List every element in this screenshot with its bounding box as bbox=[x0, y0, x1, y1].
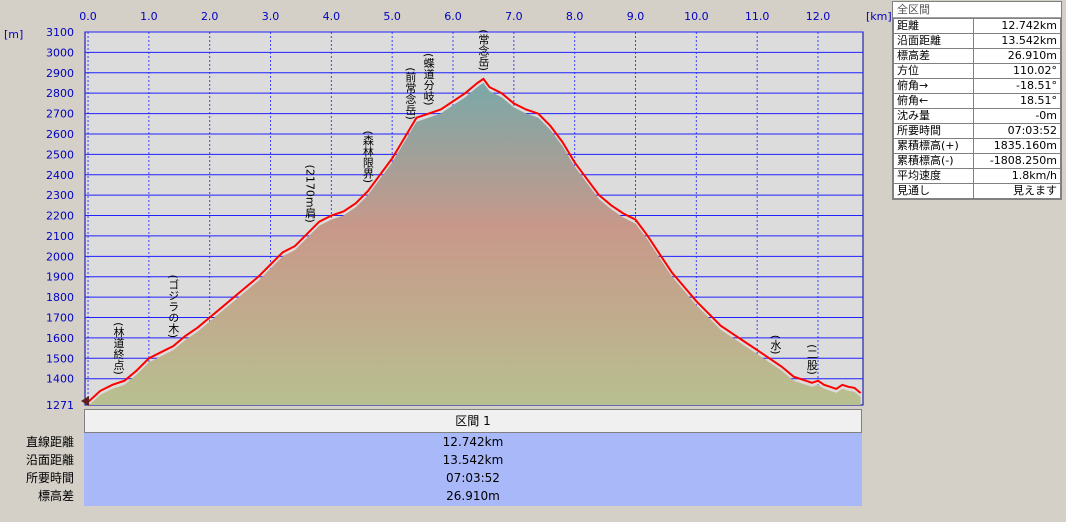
x-tick-label: 11.0 bbox=[745, 10, 770, 23]
y-tick-label: 3100 bbox=[46, 26, 74, 39]
y-tick-label: 1271 bbox=[46, 399, 74, 412]
section-row-label: 直線距離 bbox=[25, 435, 74, 449]
section-row-label: 沿面距離 bbox=[25, 453, 74, 467]
annotation-label: (前常念岳) bbox=[404, 67, 417, 120]
y-tick-label: 1600 bbox=[46, 332, 74, 345]
y-tick-label: 2300 bbox=[46, 189, 74, 202]
x-tick-label: 8.0 bbox=[566, 10, 584, 23]
annotation-label: (水) bbox=[769, 335, 782, 355]
x-tick-label: 0.0 bbox=[79, 10, 97, 23]
start-marker-icon[interactable] bbox=[81, 396, 89, 406]
summary-row-label: 俯角→ bbox=[892, 78, 975, 94]
section-row-label: 所要時間 bbox=[25, 471, 74, 485]
y-tick-label: 2400 bbox=[46, 169, 74, 182]
annotation-label: (常念岳) bbox=[477, 29, 490, 71]
summary-row-label: 所要時間 bbox=[892, 123, 975, 139]
y-tick-label: 2600 bbox=[46, 128, 74, 141]
summary-row-value: -1808.250m bbox=[973, 153, 1061, 169]
x-unit-label: [km] bbox=[866, 10, 892, 23]
section-row-value: 26.910m bbox=[446, 489, 500, 503]
summary-row: 沈み量 -0m bbox=[892, 108, 1061, 124]
summary-row-label: 俯角← bbox=[892, 93, 975, 109]
y-tick-label: 2100 bbox=[46, 230, 74, 243]
elevation-profile-line bbox=[87, 77, 862, 403]
summary-row-label: 標高差 bbox=[892, 48, 975, 64]
summary-row: 距離 12.742km bbox=[892, 18, 1061, 34]
section-row-value: 12.742km bbox=[442, 435, 504, 449]
y-tick-label: 1800 bbox=[46, 291, 74, 304]
summary-row-label: 見通し bbox=[892, 183, 975, 199]
summary-row-value: 26.910m bbox=[973, 48, 1061, 64]
y-tick-label: 3000 bbox=[46, 46, 74, 59]
summary-row: 累積標高(-) -1808.250m bbox=[892, 153, 1061, 169]
x-tick-label: 4.0 bbox=[323, 10, 341, 23]
x-tick-label: 3.0 bbox=[262, 10, 280, 23]
y-tick-label: 1900 bbox=[46, 271, 74, 284]
summary-row-label: 方位 bbox=[892, 63, 975, 79]
section-header[interactable]: 区間 1 bbox=[84, 409, 862, 433]
annotation-label: (二股) bbox=[805, 344, 818, 375]
summary-row-value: 見えます bbox=[973, 183, 1061, 199]
x-tick-label: 7.0 bbox=[505, 10, 523, 23]
annotation-label: (林道終点) bbox=[112, 322, 125, 375]
summary-row: 見通し 見えます bbox=[892, 183, 1061, 199]
y-tick-label: 2500 bbox=[46, 148, 74, 161]
summary-row: 標高差 26.910m bbox=[892, 48, 1061, 64]
y-tick-label: 1400 bbox=[46, 373, 74, 386]
summary-row-value: 13.542km bbox=[973, 33, 1061, 49]
y-tick-label: 1700 bbox=[46, 312, 74, 325]
section-body bbox=[84, 433, 862, 506]
summary-row: 累積標高(+) 1835.160m bbox=[892, 138, 1061, 154]
y-tick-label: 1500 bbox=[46, 352, 74, 365]
annotation-label: (蝶道分岐) bbox=[422, 53, 435, 106]
summary-row: 俯角→ -18.51° bbox=[892, 78, 1061, 94]
summary-row-value: 18.51° bbox=[973, 93, 1061, 109]
annotation-label: (ゴジラの木) bbox=[167, 274, 180, 338]
summary-row: 方位 110.02° bbox=[892, 63, 1061, 79]
elevation-area bbox=[88, 82, 861, 407]
x-tick-label: 1.0 bbox=[140, 10, 158, 23]
section-row-label: 標高差 bbox=[37, 489, 74, 503]
summary-row-value: 1.8km/h bbox=[973, 168, 1061, 184]
summary-row-label: 沈み量 bbox=[892, 108, 975, 124]
section-row-value: 07:03:52 bbox=[446, 471, 500, 485]
summary-row: 沿面距離 13.542km bbox=[892, 33, 1061, 49]
summary-row: 俯角← 18.51° bbox=[892, 93, 1061, 109]
y-tick-label: 2800 bbox=[46, 87, 74, 100]
summary-row-value: -0m bbox=[973, 108, 1061, 124]
annotation-label: (2170m肩) bbox=[304, 165, 317, 223]
summary-row-value: 1835.160m bbox=[973, 138, 1061, 154]
summary-row-label: 距離 bbox=[892, 18, 975, 34]
x-tick-label: 6.0 bbox=[444, 10, 462, 23]
summary-header: 全区間 bbox=[893, 2, 1061, 18]
x-tick-label: 2.0 bbox=[201, 10, 219, 23]
x-tick-label: 10.0 bbox=[684, 10, 709, 23]
summary-row: 平均速度 1.8km/h bbox=[892, 168, 1061, 184]
y-unit-label: [m] bbox=[4, 28, 23, 41]
x-tick-label: 9.0 bbox=[627, 10, 645, 23]
summary-table: 距離 12.742km 沿面距離 13.542km 標高差 26.910m 方位 110.02… bbox=[892, 18, 1061, 199]
summary-row-label: 累積標高(+) bbox=[892, 138, 975, 154]
y-tick-label: 2000 bbox=[46, 250, 74, 263]
y-tick-label: 2900 bbox=[46, 67, 74, 80]
x-tick-label: 5.0 bbox=[383, 10, 401, 23]
summary-row-value: 12.742km bbox=[973, 18, 1061, 34]
y-tick-label: 2200 bbox=[46, 210, 74, 223]
summary-row-label: 累積標高(-) bbox=[892, 153, 975, 169]
summary-row-label: 沿面距離 bbox=[892, 33, 975, 49]
summary-row-value: -18.51° bbox=[973, 78, 1061, 94]
annotation-label: (森林限界) bbox=[361, 130, 374, 183]
x-tick-label: 12.0 bbox=[806, 10, 831, 23]
summary-row-value: 110.02° bbox=[973, 63, 1061, 79]
summary-row-value: 07:03:52 bbox=[973, 123, 1061, 139]
summary-row: 所要時間 07:03:52 bbox=[892, 123, 1061, 139]
section-row-value: 13.542km bbox=[442, 453, 504, 467]
summary-row-label: 平均速度 bbox=[892, 168, 975, 184]
y-tick-label: 2700 bbox=[46, 108, 74, 121]
summary-panel: 全区間 距離 12.742km 沿面距離 13.542km 標高差 26.910m 方位 11… bbox=[892, 1, 1062, 200]
